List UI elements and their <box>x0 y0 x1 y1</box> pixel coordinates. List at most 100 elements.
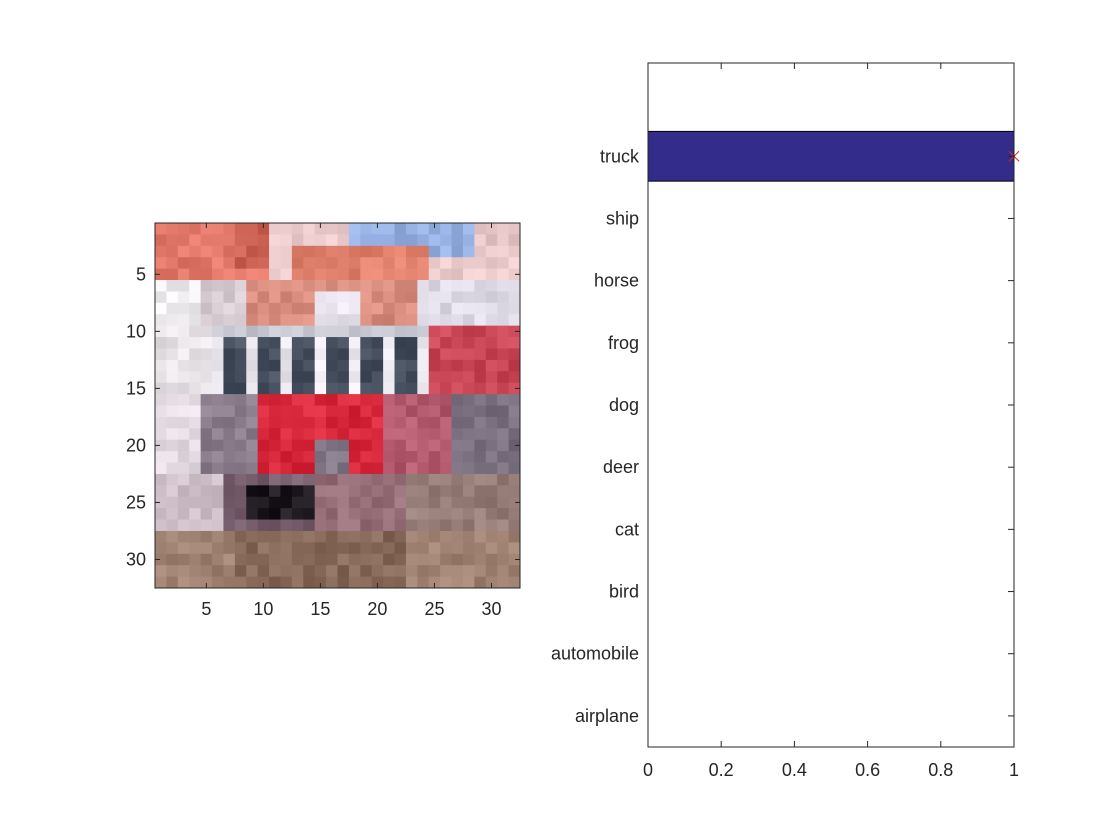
image-pixel <box>462 451 475 463</box>
image-pixel <box>428 291 441 304</box>
image-pixel <box>257 508 270 520</box>
image-pixel <box>155 451 167 463</box>
image-pixel <box>462 519 475 532</box>
image-pixel <box>314 553 327 566</box>
image-pixel <box>280 496 293 509</box>
image-pixel <box>360 348 373 361</box>
image-pixel <box>360 359 373 372</box>
image-pixel <box>371 382 384 395</box>
image-pixel <box>474 530 487 543</box>
image-pixel <box>394 291 407 304</box>
image-pixel <box>451 576 464 589</box>
image-pixel <box>360 496 373 509</box>
image-pixel <box>326 565 338 577</box>
image-pixel <box>497 291 509 304</box>
bar-y-tick-label: dog <box>609 395 639 415</box>
image-pixel <box>348 314 361 327</box>
image-pixel <box>485 416 498 429</box>
image-pixel <box>405 291 418 304</box>
image-pixel <box>314 428 327 441</box>
image-pixel <box>246 291 259 304</box>
image-pixel <box>337 565 350 577</box>
image-pixel <box>428 257 441 270</box>
image-pixel <box>417 565 430 577</box>
image-pixel <box>394 257 407 270</box>
image-pixel <box>383 257 395 270</box>
image-pixel <box>177 565 190 577</box>
image-pixel <box>223 576 236 589</box>
image-pixel <box>177 416 190 429</box>
image-pixel <box>485 553 498 566</box>
image-pixel <box>440 428 452 441</box>
image-pixel <box>337 508 350 520</box>
image-pixel <box>303 234 316 247</box>
image-pixel <box>200 337 213 349</box>
image-pixel <box>371 280 384 292</box>
image-pixel <box>417 337 430 349</box>
image-pixel <box>234 405 247 418</box>
image-pixel <box>291 496 304 509</box>
image-pixel <box>246 405 259 418</box>
image-pixel <box>383 542 395 555</box>
image-pixel <box>234 257 247 270</box>
image-pixel <box>234 462 247 475</box>
image-pixel <box>348 553 361 566</box>
image-pixel <box>405 348 418 361</box>
image-pixel <box>474 268 487 281</box>
image-pixel <box>303 245 316 258</box>
image-pixel <box>348 428 361 441</box>
image-pixel <box>497 451 509 463</box>
image-pixel <box>326 519 338 532</box>
image-pixel <box>451 371 464 384</box>
image-pixel <box>485 382 498 395</box>
image-pixel <box>212 291 224 304</box>
image-pixel <box>428 234 441 247</box>
image-pixel <box>383 508 395 520</box>
image-pixel <box>383 280 395 292</box>
image-pixel <box>246 359 259 372</box>
image-pixel <box>474 451 487 463</box>
image-pixel <box>280 519 293 532</box>
image-pixel <box>383 576 395 589</box>
image-pixel <box>497 223 509 235</box>
image-pixel <box>417 382 430 395</box>
image-pixel <box>155 542 167 555</box>
image-pixel <box>166 473 179 486</box>
image-pixel <box>166 416 179 429</box>
image-pixel <box>223 439 236 452</box>
image-pixel <box>280 371 293 384</box>
image-pixel <box>246 371 259 384</box>
image-pixel <box>508 359 521 372</box>
bar-axes: airplane automobile bird cat deer dog frog hors… <box>551 62 1020 780</box>
image-pixel <box>485 359 498 372</box>
image-pixel <box>280 302 293 315</box>
image-pixel <box>177 530 190 543</box>
image-pixel <box>371 576 384 589</box>
image-pixel <box>451 223 464 235</box>
image-pixel <box>280 473 293 486</box>
image-pixel <box>155 565 167 577</box>
image-pixel <box>280 530 293 543</box>
image-pixel <box>462 439 475 452</box>
image-pixel <box>246 439 259 452</box>
image-pixel <box>383 223 395 235</box>
image-pixel <box>508 405 521 418</box>
image-pixel <box>508 257 521 270</box>
image-pixel <box>474 519 487 532</box>
image-pixel <box>428 223 441 235</box>
bar-y-tick-label: automobile <box>551 644 639 664</box>
image-x-tick-label: 15 <box>310 599 330 619</box>
image-pixel <box>451 382 464 395</box>
image-pixel <box>200 302 213 315</box>
image-pixel <box>326 371 338 384</box>
image-pixel <box>428 576 441 589</box>
image-pixel <box>291 565 304 577</box>
image-pixel <box>405 325 418 338</box>
image-pixel <box>440 382 452 395</box>
image-pixel <box>280 416 293 429</box>
image-pixel <box>189 325 202 338</box>
image-pixel <box>428 462 441 475</box>
image-pixel <box>223 405 236 418</box>
image-pixel <box>326 280 338 292</box>
image-x-tick-label: 25 <box>424 599 444 619</box>
